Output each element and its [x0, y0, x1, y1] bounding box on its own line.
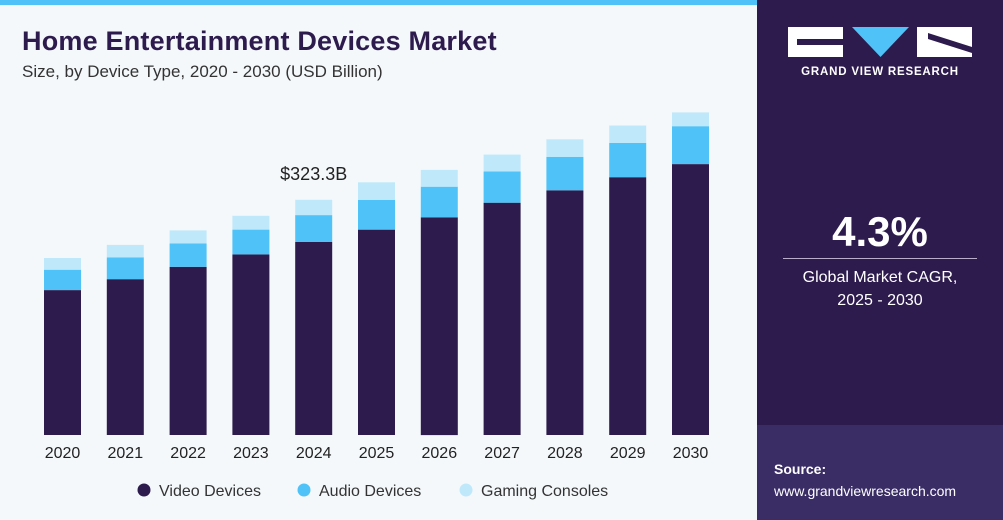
- bar-audio-devices-2029: [609, 143, 647, 178]
- bar-audio-devices-2022: [169, 243, 207, 267]
- cagr-label-line2: 2025 - 2030: [837, 292, 923, 309]
- bar-audio-devices-2023: [232, 229, 270, 255]
- bar-gaming-consoles-2022: [169, 230, 207, 244]
- x-tick-label-2021: 2021: [108, 445, 144, 462]
- bar-gaming-consoles-2020: [44, 258, 81, 270]
- bar-video-devices-2025: [358, 229, 395, 435]
- x-tick-label-2023: 2023: [233, 445, 269, 462]
- x-tick-label-2020: 2020: [45, 445, 81, 462]
- bar-gaming-consoles-2025: [358, 182, 395, 200]
- legend-swatch-gaming-consoles: [459, 483, 473, 497]
- source-label: Source:: [774, 461, 827, 477]
- logo-triangle: [852, 27, 909, 57]
- bar-audio-devices-2024: [295, 215, 333, 242]
- bar-audio-devices-2025: [358, 199, 395, 230]
- bar-gaming-consoles-2023: [232, 215, 270, 230]
- bar-video-devices-2021: [106, 279, 144, 435]
- x-tick-label-2027: 2027: [484, 445, 520, 462]
- brand-name: GRAND VIEW RESEARCH: [801, 66, 959, 78]
- bar-audio-devices-2020: [44, 269, 81, 291]
- legend-swatch-video-devices: [137, 483, 151, 497]
- bar-gaming-consoles-2030: [672, 112, 709, 127]
- bar-gaming-consoles-2021: [106, 244, 144, 258]
- x-tick-label-2024: 2024: [296, 445, 332, 462]
- bar-video-devices-2030: [672, 164, 709, 435]
- chart-area: Home Entertainment Devices Market Size, …: [0, 0, 757, 500]
- bar-video-devices-2026: [420, 217, 458, 436]
- grand-view-research-logo: [788, 27, 972, 57]
- bar-video-devices-2027: [483, 202, 521, 435]
- divider: [783, 258, 977, 259]
- cagr-label: Global Market CAGR, 2025 - 2030: [757, 266, 1003, 312]
- stacked-bar-chart: 2020 2021 2022 2023 2024 2025 2026 2027 2028 2029…: [44, 112, 709, 500]
- sidebar-panel: GRAND VIEW RESEARCH 4.3% Global Market C…: [757, 0, 1003, 520]
- x-tick-label-2025: 2025: [359, 445, 395, 462]
- bar-audio-devices-2026: [420, 186, 458, 218]
- bar-gaming-consoles-2026: [420, 169, 458, 187]
- cagr-value: 4.3%: [832, 208, 928, 255]
- x-tick-label-2026: 2026: [422, 445, 458, 462]
- source-panel: [757, 425, 1003, 520]
- bar-audio-devices-2021: [106, 257, 144, 280]
- bar-gaming-consoles-2029: [609, 125, 647, 143]
- x-tick-label-2022: 2022: [170, 445, 206, 462]
- legend-swatch-audio-devices: [297, 483, 311, 497]
- x-tick-label-2029: 2029: [610, 445, 646, 462]
- x-tick-label-2030: 2030: [673, 445, 709, 462]
- source-url: www.grandviewresearch.com: [774, 483, 957, 499]
- bar-gaming-consoles-2028: [546, 139, 584, 157]
- chart-title: Home Entertainment Devices Market: [22, 26, 497, 56]
- bar-gaming-consoles-2027: [483, 154, 521, 172]
- bar-audio-devices-2028: [546, 156, 584, 191]
- bar-video-devices-2028: [546, 190, 584, 435]
- bar-video-devices-2020: [44, 290, 81, 435]
- x-tick-label-2028: 2028: [547, 445, 583, 462]
- accent-bar: [0, 0, 757, 5]
- legend-label-gaming-consoles: Gaming Consoles: [481, 483, 608, 500]
- bar-gaming-consoles-2024: [295, 199, 333, 216]
- bar-video-devices-2023: [232, 254, 270, 435]
- legend-label-video-devices: Video Devices: [159, 483, 261, 500]
- data-label-2024: $323.3B: [280, 164, 347, 184]
- bar-audio-devices-2030: [672, 126, 709, 165]
- chart-subtitle: Size, by Device Type, 2020 - 2030 (USD B…: [22, 62, 383, 81]
- bar-audio-devices-2027: [483, 171, 521, 203]
- bar-video-devices-2029: [609, 177, 647, 435]
- cagr-label-line1: Global Market CAGR,: [802, 269, 958, 286]
- bar-video-devices-2024: [295, 242, 333, 435]
- bar-video-devices-2022: [169, 266, 207, 435]
- legend-label-audio-devices: Audio Devices: [319, 483, 421, 500]
